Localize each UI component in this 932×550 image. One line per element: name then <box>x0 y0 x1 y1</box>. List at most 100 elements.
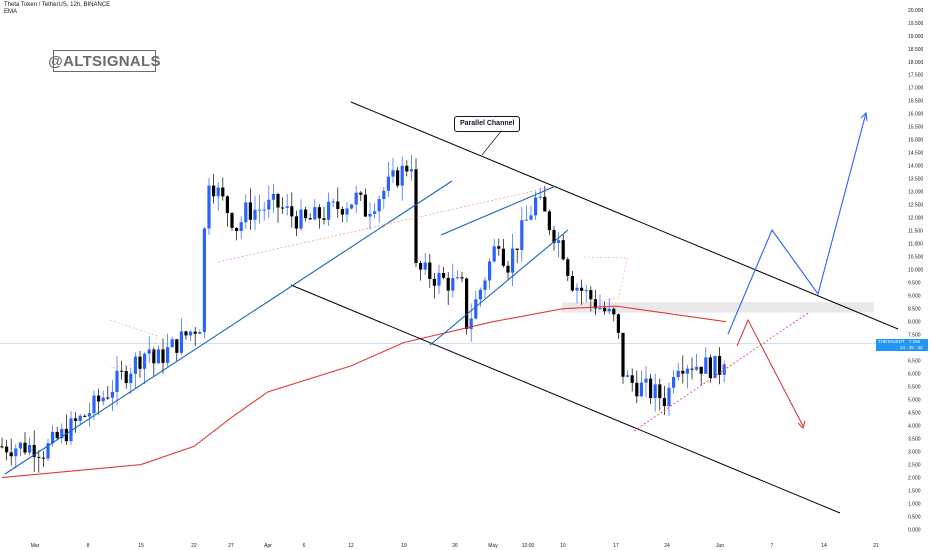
x-tick-label: 14 <box>821 543 827 549</box>
y-tick-label: 5.500 <box>908 384 921 390</box>
x-tick-label: 12:00 <box>522 543 535 549</box>
candle-body <box>69 418 73 442</box>
candle-body <box>501 248 505 266</box>
x-tick-label: 17 <box>613 543 619 549</box>
candle-body <box>161 349 165 363</box>
candle-body <box>166 347 170 363</box>
x-tick-label: 24 <box>664 543 670 549</box>
x-tick-label: May <box>488 543 498 549</box>
wedge-upper-line <box>440 185 557 236</box>
price-axis[interactable]: 20.000 19.500 19.000 18.500 18.000 17.500 17.0… <box>908 8 924 534</box>
x-tick-label: Mar <box>31 543 40 549</box>
candle-body <box>377 199 381 212</box>
candle-body <box>400 165 404 186</box>
candle-body <box>543 196 547 212</box>
candle-body <box>41 457 45 459</box>
y-tick-label: 18.500 <box>908 47 924 53</box>
candle-body <box>55 431 59 439</box>
candle-body <box>589 290 593 300</box>
x-tick-label: 21 <box>873 543 879 549</box>
y-tick-label: 1.500 <box>908 488 921 494</box>
candle-body <box>529 215 533 220</box>
candle-body <box>354 192 358 205</box>
candle-body <box>350 204 354 209</box>
candle-body <box>359 192 363 195</box>
y-tick-label: 0.500 <box>908 514 921 520</box>
candle-body <box>313 207 317 220</box>
candle-body <box>170 339 174 348</box>
candle-body <box>156 349 160 364</box>
resistance-zone <box>562 302 874 313</box>
candle-body <box>0 446 4 448</box>
candle-body <box>267 199 271 210</box>
candle-body <box>515 248 519 250</box>
candle-body <box>446 277 450 291</box>
candle-body <box>662 398 666 407</box>
candle-body <box>110 392 114 398</box>
candle-body <box>373 211 377 214</box>
candle-body <box>87 413 91 417</box>
candle-body <box>106 397 110 399</box>
y-tick-label: 1.000 <box>908 501 921 507</box>
x-tick-label: Apr <box>264 543 272 549</box>
candle-body <box>294 216 298 229</box>
candle-body <box>345 208 349 215</box>
candle-body <box>97 395 101 402</box>
y-tick-label: 6.000 <box>908 371 921 377</box>
candle-body <box>497 246 501 249</box>
candle-body <box>718 355 722 375</box>
candle-body <box>653 384 657 399</box>
candle-body <box>658 384 662 399</box>
candle-body <box>534 197 538 216</box>
y-tick-label: 13.500 <box>908 177 924 183</box>
candle-body <box>239 222 243 232</box>
candle-body <box>304 209 308 219</box>
candle-body <box>179 331 183 353</box>
y-tick-label: 20.000 <box>908 8 924 14</box>
candle-body <box>382 190 386 200</box>
candle-body <box>391 170 395 177</box>
price-tag-value: 7.156 <box>908 339 921 344</box>
candle-body <box>152 349 156 364</box>
candle-body <box>193 331 197 334</box>
indicator-label: EMA <box>4 9 18 15</box>
candle-body <box>230 213 234 228</box>
parallel-channel-label: Parallel Channel <box>454 116 521 132</box>
candle-body <box>676 370 680 378</box>
candle-body <box>644 378 648 383</box>
y-tick-label: 2.500 <box>908 462 921 468</box>
candle-body <box>386 176 390 191</box>
candle-body <box>258 209 262 211</box>
price-tag-countdown: 23 : 45 : 32 <box>900 345 923 350</box>
callout-pointer <box>481 129 503 156</box>
candle-body <box>708 357 712 379</box>
candle-body <box>92 395 96 414</box>
candle-body <box>437 272 441 286</box>
candle-body <box>524 219 528 221</box>
x-tick-label: Jun <box>716 543 724 549</box>
channel-upper-line <box>350 101 899 330</box>
candle-body <box>552 230 556 243</box>
y-tick-label: 14.000 <box>908 164 924 170</box>
channel-lower-line <box>290 284 841 514</box>
candle-body <box>428 262 432 279</box>
candle-body <box>630 375 634 383</box>
candle-body <box>469 318 473 329</box>
x-tick-label: 6 <box>303 543 306 549</box>
drawings <box>4 101 899 514</box>
candle-body <box>276 193 280 208</box>
candle-body <box>225 196 229 214</box>
candle-body <box>695 366 699 370</box>
y-tick-label: 4.000 <box>908 423 921 429</box>
y-tick-label: 0.000 <box>908 527 921 533</box>
y-tick-label: 17.000 <box>908 86 924 92</box>
candle-body <box>566 259 570 276</box>
candle-body <box>271 193 275 200</box>
candle-body <box>262 209 266 211</box>
candle-body <box>340 208 344 215</box>
time-axis[interactable]: Mar 8 15 22 27 Apr 6 12 19 26 May 12:00 10 17 24 Jun 7 14… <box>31 543 879 549</box>
candle-body <box>584 290 588 292</box>
candle-body <box>570 275 574 291</box>
x-tick-label: 15 <box>138 543 144 549</box>
candle-body <box>189 331 193 336</box>
